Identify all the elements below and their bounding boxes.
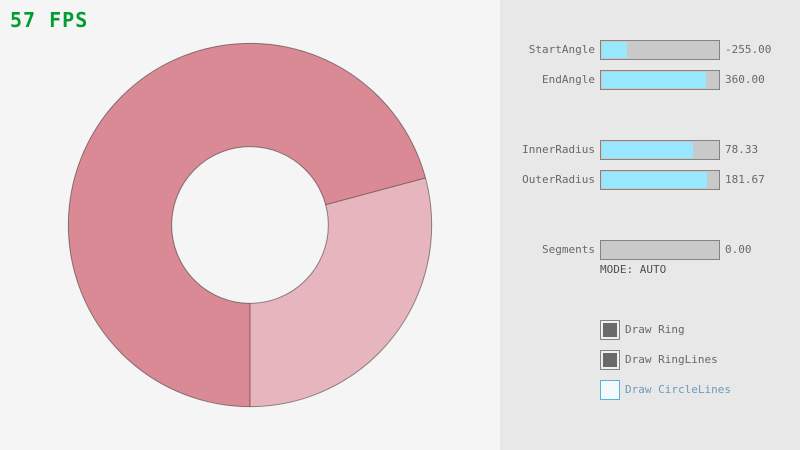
endangle-slider-label: EndAngle (542, 73, 595, 86)
checkmark-fill (603, 353, 617, 367)
checkmark-fill (603, 323, 617, 337)
draw-circlelines-checkbox[interactable] (600, 380, 620, 400)
innerradius-slider[interactable] (600, 140, 720, 160)
innerradius-slider-fill (602, 142, 693, 158)
endangle-slider[interactable] (600, 70, 720, 90)
outerradius-value: 181.67 (725, 173, 765, 186)
endangle-value: 360.00 (725, 73, 765, 86)
draw-circlelines-checkbox-label: Draw CircleLines (625, 383, 731, 396)
outerradius-slider[interactable] (600, 170, 720, 190)
endangle-slider-fill (602, 72, 707, 88)
segments-slider-label: Segments (542, 243, 595, 256)
ring-outline-lines (67, 42, 433, 408)
draw-ringlines-checkbox[interactable] (600, 350, 620, 370)
draw-ring-checkbox[interactable] (600, 320, 620, 340)
startangle-slider-fill (602, 42, 628, 58)
segments-mode-text: MODE: AUTO (600, 263, 667, 276)
ring-fill-sectors (68, 43, 432, 407)
segments-value: 0.00 (725, 243, 752, 256)
outerradius-slider-label: OuterRadius (522, 173, 595, 186)
fps-counter: 57 FPS (10, 8, 89, 32)
innerradius-slider-label: InnerRadius (522, 143, 595, 156)
outerradius-slider-fill (602, 172, 708, 188)
draw-ring-checkbox-label: Draw Ring (625, 323, 685, 336)
startangle-slider-label: StartAngle (528, 43, 595, 56)
innerradius-value: 78.33 (725, 143, 759, 156)
draw-ringlines-checkbox-label: Draw RingLines (625, 353, 718, 366)
ring-canvas (67, 42, 433, 408)
segments-slider[interactable] (600, 240, 720, 260)
startangle-value: -255.00 (725, 43, 772, 56)
startangle-slider[interactable] (600, 40, 720, 60)
